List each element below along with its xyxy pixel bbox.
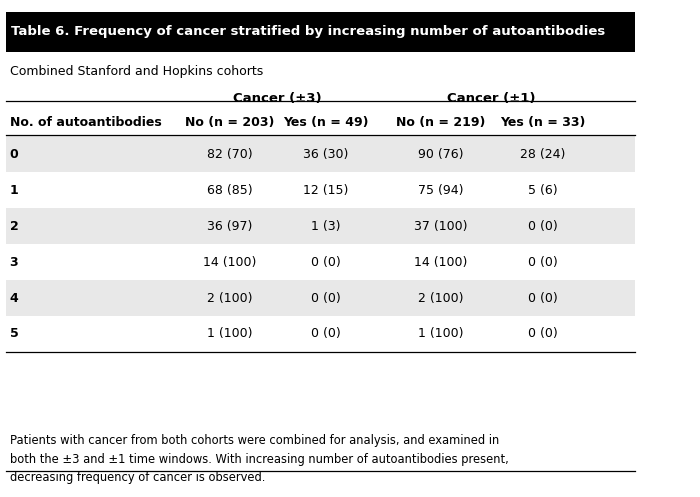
Text: No (n = 203): No (n = 203)	[186, 116, 274, 129]
Text: 2 (100): 2 (100)	[207, 292, 253, 305]
FancyBboxPatch shape	[6, 136, 636, 172]
Text: 0 (0): 0 (0)	[528, 328, 558, 340]
Text: 0 (0): 0 (0)	[311, 292, 340, 305]
Text: 28 (24): 28 (24)	[520, 148, 566, 161]
Text: Cancer (±3): Cancer (±3)	[233, 92, 322, 105]
FancyBboxPatch shape	[6, 208, 636, 244]
Text: 1 (100): 1 (100)	[418, 328, 463, 340]
Text: 0 (0): 0 (0)	[528, 292, 558, 305]
FancyBboxPatch shape	[6, 12, 636, 52]
Text: 75 (94): 75 (94)	[418, 184, 463, 197]
Text: 14 (100): 14 (100)	[203, 255, 256, 268]
FancyBboxPatch shape	[6, 280, 636, 316]
Text: 82 (70): 82 (70)	[207, 148, 253, 161]
Text: 90 (76): 90 (76)	[418, 148, 463, 161]
Text: 5: 5	[10, 328, 18, 340]
Text: 2 (100): 2 (100)	[418, 292, 463, 305]
Text: 37 (100): 37 (100)	[414, 220, 468, 233]
Text: No (n = 219): No (n = 219)	[396, 116, 485, 129]
Text: Combined Stanford and Hopkins cohorts: Combined Stanford and Hopkins cohorts	[10, 65, 262, 78]
Text: 0 (0): 0 (0)	[528, 220, 558, 233]
Text: 14 (100): 14 (100)	[414, 255, 467, 268]
Text: 12 (15): 12 (15)	[303, 184, 349, 197]
Text: 0 (0): 0 (0)	[311, 328, 340, 340]
Text: Yes (n = 49): Yes (n = 49)	[283, 116, 368, 129]
Text: 2: 2	[10, 220, 18, 233]
Text: 1 (100): 1 (100)	[207, 328, 253, 340]
Text: 3: 3	[10, 255, 18, 268]
Text: 5 (6): 5 (6)	[528, 184, 557, 197]
Text: 0 (0): 0 (0)	[528, 255, 558, 268]
Text: Patients with cancer from both cohorts were combined for analysis, and examined : Patients with cancer from both cohorts w…	[10, 434, 508, 484]
Text: Table 6. Frequency of cancer stratified by increasing number of autoantibodies: Table 6. Frequency of cancer stratified …	[11, 25, 606, 38]
Text: 36 (30): 36 (30)	[303, 148, 349, 161]
Text: Yes (n = 33): Yes (n = 33)	[500, 116, 585, 129]
Text: 1 (3): 1 (3)	[311, 220, 340, 233]
Text: 68 (85): 68 (85)	[207, 184, 253, 197]
Text: 0 (0): 0 (0)	[311, 255, 340, 268]
Text: 0: 0	[10, 148, 18, 161]
Text: 36 (97): 36 (97)	[207, 220, 253, 233]
Text: 4: 4	[10, 292, 18, 305]
Text: Cancer (±1): Cancer (±1)	[447, 92, 536, 105]
Text: 1: 1	[10, 184, 18, 197]
Text: No. of autoantibodies: No. of autoantibodies	[10, 116, 161, 129]
